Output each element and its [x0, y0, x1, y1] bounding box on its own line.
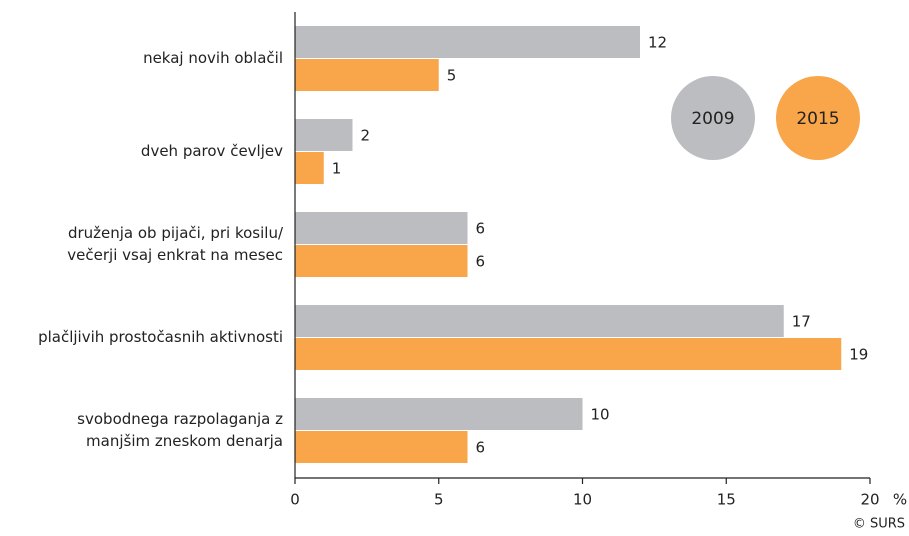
source: © SURS	[853, 517, 905, 532]
legend-marker	[671, 76, 755, 160]
value-label: 6	[476, 220, 486, 238]
value-label: 5	[447, 67, 457, 85]
bar	[295, 212, 468, 244]
x-tick-label: 10	[573, 491, 592, 509]
value-label: 10	[591, 406, 610, 424]
category-label: svobodnega razpolaganja z manjšim znesko…	[77, 410, 283, 450]
bar	[295, 305, 784, 337]
value-label: 6	[476, 253, 486, 271]
category-label: plačljivih prostočasnih aktivnosti	[38, 328, 283, 346]
value-label: 17	[792, 313, 811, 331]
legend-label: 2015	[796, 109, 839, 129]
bar	[295, 59, 439, 91]
bar	[295, 431, 468, 463]
bar	[295, 398, 583, 430]
value-label: 19	[849, 346, 868, 364]
category-label: nekaj novih oblačil	[143, 49, 283, 67]
bar	[295, 26, 640, 58]
x-tick-label: 20	[860, 491, 879, 509]
value-label: 2	[361, 127, 371, 145]
category-label: druženja ob pijači, pri kosilu/ večerji …	[67, 224, 283, 264]
legend-marker	[776, 76, 860, 160]
bar	[295, 338, 842, 370]
category-label: dveh parov čevljev	[140, 142, 283, 160]
value-label: 6	[476, 439, 486, 457]
x-tick-label: 0	[290, 491, 300, 509]
unit-label: %	[893, 491, 907, 509]
value-label: 12	[648, 34, 667, 52]
bar	[295, 119, 353, 151]
value-label: 1	[332, 160, 342, 178]
x-tick-label: 15	[717, 491, 736, 509]
legend-label: 2009	[691, 109, 734, 129]
bar	[295, 152, 324, 184]
x-tick-label: 5	[434, 491, 444, 509]
bar	[295, 245, 468, 277]
